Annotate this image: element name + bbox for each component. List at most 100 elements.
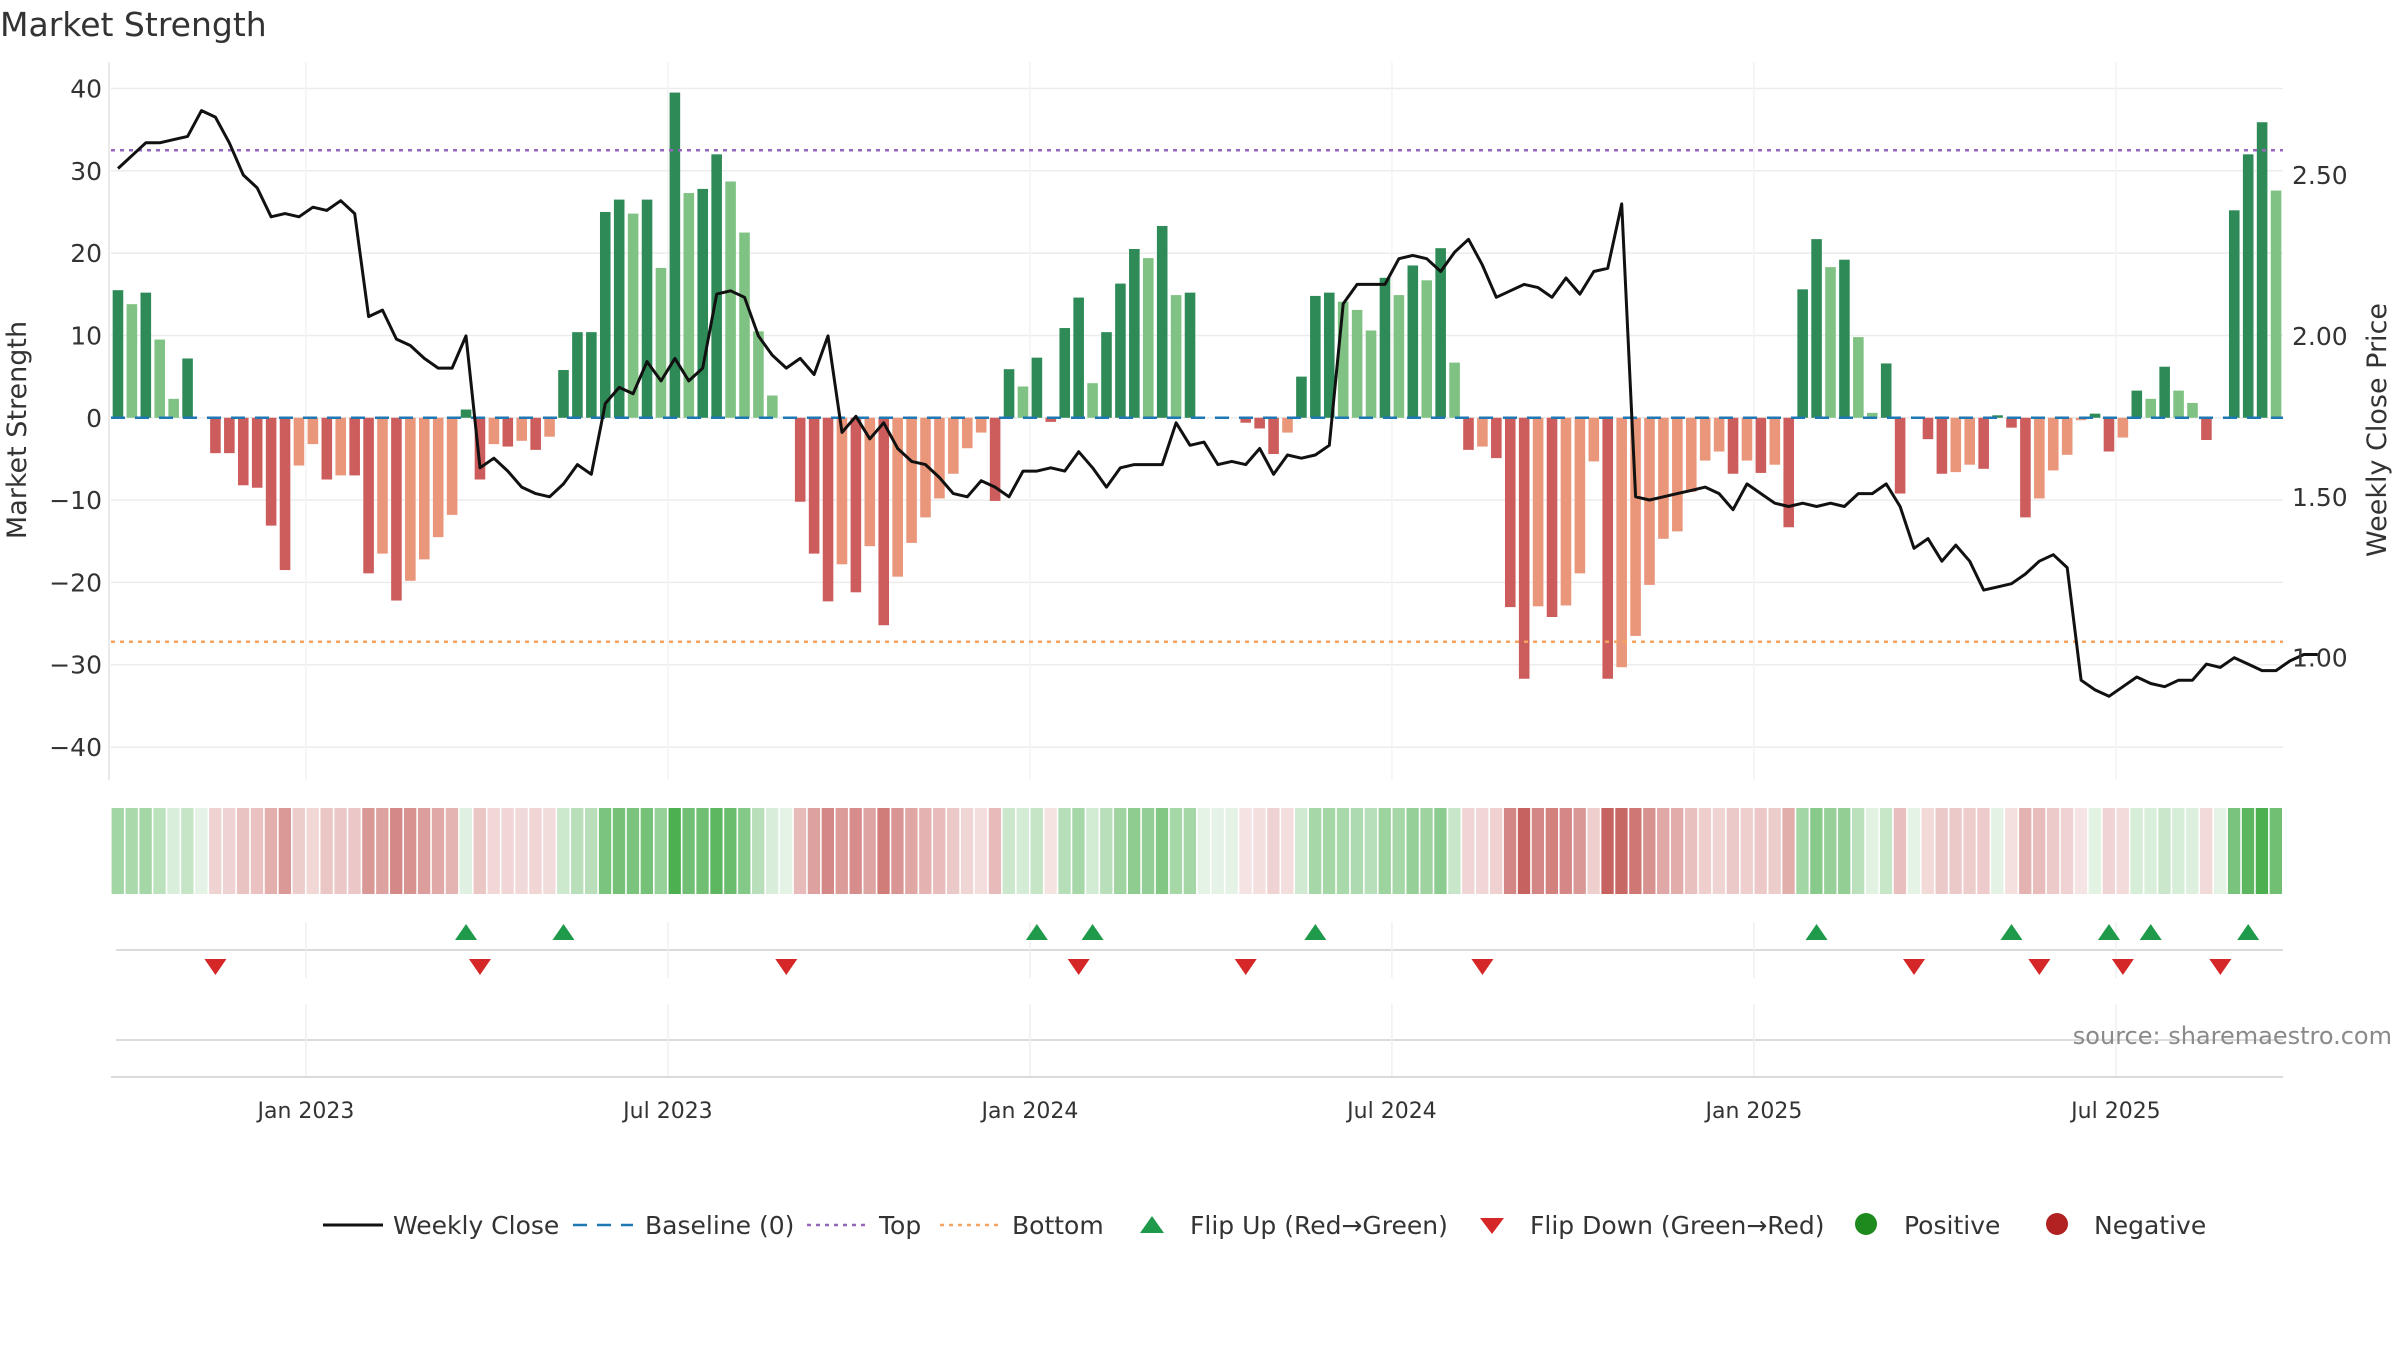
strength-bar xyxy=(1630,417,1641,636)
heat-cell xyxy=(320,808,333,894)
heat-cell xyxy=(1211,808,1224,894)
strength-bar xyxy=(1045,417,1057,422)
y2-tick-label: 1.00 xyxy=(2292,644,2348,673)
y-tick-label: −30 xyxy=(49,651,102,680)
heat-cell xyxy=(1114,808,1127,894)
heat-cell xyxy=(1225,808,1238,894)
heat-cell xyxy=(1796,808,1809,894)
strength-bar xyxy=(1142,258,1154,418)
strength-bar xyxy=(1853,337,1864,418)
strength-bar xyxy=(1658,417,1669,539)
strength-bar xyxy=(2187,402,2198,418)
strength-bar xyxy=(1407,265,1419,418)
strength-bar xyxy=(405,417,416,581)
heat-cell xyxy=(849,808,862,894)
heat-cell xyxy=(1030,808,1043,894)
strength-bar xyxy=(1922,417,1934,440)
strength-bar xyxy=(432,417,444,538)
strength-bar xyxy=(641,199,653,418)
strength-bar xyxy=(683,193,695,418)
heat-cell xyxy=(988,808,1002,894)
heat-cell xyxy=(2060,808,2074,894)
strength-bar xyxy=(488,417,500,445)
strength-bar xyxy=(2228,210,2240,418)
strength-bar xyxy=(1282,417,1293,433)
strength-bar xyxy=(613,199,625,418)
strength-bar xyxy=(1337,301,1349,418)
y-tick-label: 40 xyxy=(70,74,102,103)
heat-cell xyxy=(1768,808,1781,894)
legend-label: Positive xyxy=(1904,1211,2000,1240)
heat-cell xyxy=(1308,808,1322,894)
heat-cell xyxy=(1267,808,1280,894)
heat-cell xyxy=(779,808,793,894)
legend-label: Negative xyxy=(2094,1211,2206,1240)
strength-bar xyxy=(1477,417,1488,447)
x-tick-label: Jul 2024 xyxy=(1345,1099,1437,1124)
heat-cell xyxy=(1670,808,1684,894)
strength-bar xyxy=(1003,369,1015,418)
strength-bar xyxy=(1296,376,1307,418)
heat-cell xyxy=(278,808,291,894)
heat-cell xyxy=(1754,808,1767,894)
strength-bar xyxy=(1755,417,1767,473)
heat-cell xyxy=(1698,808,1712,894)
flip-up-marker xyxy=(455,924,478,940)
heat-cell xyxy=(2241,808,2255,894)
strength-bar xyxy=(1672,417,1683,532)
heat-cell xyxy=(1100,808,1113,894)
flip-down-marker xyxy=(468,959,491,975)
strength-bar xyxy=(1491,417,1502,459)
heat-cell xyxy=(487,808,500,894)
heat-cell xyxy=(1643,808,1656,894)
strength-bar xyxy=(363,417,374,574)
strength-bar xyxy=(1588,417,1600,462)
heat-cell xyxy=(1531,808,1545,894)
strength-bar xyxy=(2089,413,2101,418)
strength-bar xyxy=(182,358,193,418)
heat-cell xyxy=(738,808,751,894)
strength-bar xyxy=(1017,386,1029,418)
strength-bar xyxy=(2034,417,2045,499)
heat-cell xyxy=(877,808,890,894)
heat-cell xyxy=(1949,808,1962,894)
heat-cell xyxy=(1684,808,1698,894)
heat-cell xyxy=(222,808,236,894)
strength-bar xyxy=(1783,417,1795,528)
strength-bar xyxy=(516,417,528,441)
heat-cell xyxy=(1810,808,1823,894)
strength-bar xyxy=(2131,390,2143,418)
heat-cell xyxy=(403,808,417,894)
heat-cell xyxy=(974,808,988,894)
flip-up-marker xyxy=(2139,924,2162,940)
strength-bar xyxy=(530,417,541,450)
heat-cell xyxy=(1155,808,1169,894)
heat-cell xyxy=(1726,808,1739,894)
strength-bar xyxy=(1115,283,1126,418)
heat-cell xyxy=(1907,808,1920,894)
legend-label: Flip Up (Red→Green) xyxy=(1190,1211,1448,1240)
strength-bar xyxy=(1268,417,1279,454)
strength-bar xyxy=(1727,417,1739,474)
flip-markers-panel xyxy=(116,922,2283,978)
strength-bar xyxy=(1964,417,1976,465)
heat-cell xyxy=(2227,808,2241,894)
y-axis-label: Market Strength xyxy=(2,321,33,539)
heat-cell xyxy=(1253,808,1266,894)
flip-up-marker xyxy=(2000,924,2023,940)
heat-cell xyxy=(946,808,960,894)
heat-cell xyxy=(598,808,612,894)
flip-up-marker xyxy=(1081,924,1104,940)
heat-cell xyxy=(2158,808,2171,894)
heat-cell xyxy=(1629,808,1642,894)
strength-bar xyxy=(1379,277,1391,418)
strength-bar xyxy=(391,417,402,601)
flip-up-marker xyxy=(2237,924,2260,940)
heat-cell xyxy=(2269,808,2282,894)
heat-cell xyxy=(710,808,723,894)
flip-up-marker xyxy=(1025,924,1048,940)
heat-cell xyxy=(2088,808,2101,894)
strength-bar xyxy=(2201,417,2212,440)
strength-bar xyxy=(544,417,555,437)
